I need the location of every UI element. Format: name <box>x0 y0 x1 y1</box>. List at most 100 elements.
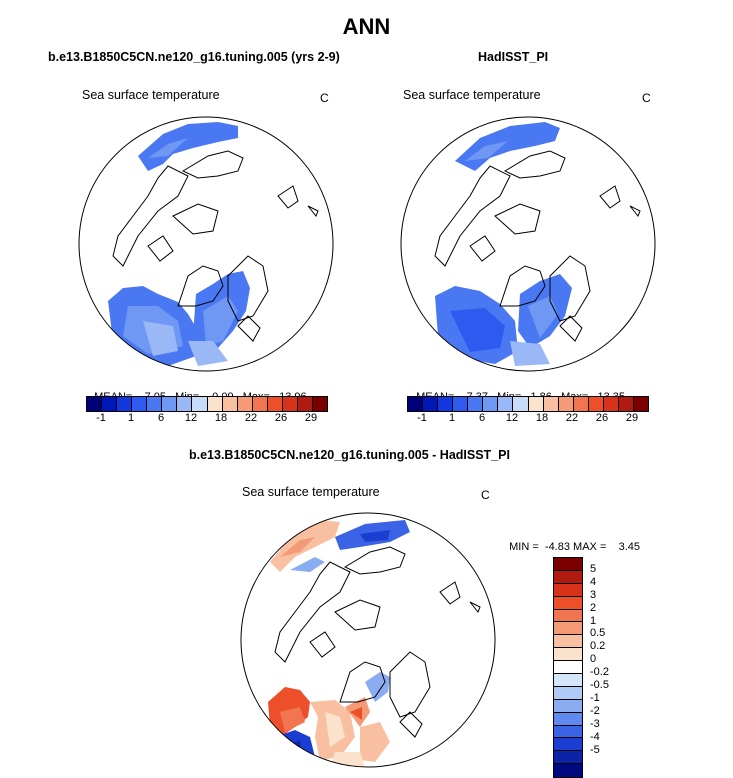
panel2-colorbar-cell <box>498 397 514 411</box>
panel1-colorbar-ticks: -1 1 6 12 18 22 26 29 <box>86 412 326 426</box>
panel3-colorbar-tick-label: -1 <box>590 691 600 704</box>
panel1-colorbar-cell <box>312 397 327 411</box>
panel1-colorbar-tick-label: 22 <box>244 412 258 424</box>
panel3-min-value: -4.83 <box>544 541 570 553</box>
panel2-colorbar-tick-label: 26 <box>595 412 609 424</box>
panel1-colorbar-cell <box>132 397 148 411</box>
panel1-colorbar-cell <box>252 397 268 411</box>
panel3-colorbar-tick-label: 0.5 <box>590 627 606 640</box>
panel2-colorbar-cell <box>528 397 544 411</box>
panel3-min-label: MIN = <box>509 541 539 553</box>
panel3-colorbar-tick-label: -5 <box>590 743 600 756</box>
panel2-colorbar-cell <box>453 397 469 411</box>
panel3-colorbar-cell <box>554 661 582 675</box>
panel3-max-value: 3.45 <box>618 541 641 553</box>
panel1-colorbar-cell <box>192 397 208 411</box>
panel3-colorbar-cell <box>554 596 582 610</box>
panel2-colorbar-tick-label: 6 <box>478 412 486 424</box>
panel3-units: C <box>481 488 490 502</box>
panel3-colorbar-ticks: 5 4 3 2 1 0.5 0.2 0 -0.2 -0.5 -1 -2 -3 -4 -5 <box>590 557 630 777</box>
panel1-colorbar-cell <box>267 397 283 411</box>
panel3-colorbar-cell <box>554 622 582 636</box>
panel2-colorbar-ticks: -1 1 6 12 18 22 26 29 <box>407 412 647 426</box>
panel1-map <box>78 116 334 372</box>
panel3-colorbar-tick-label: 0.2 <box>590 640 606 653</box>
panel3-colorbar-tick-label: 0 <box>590 653 597 666</box>
panel3-colorbar-cell <box>554 558 582 571</box>
panel2-colorbar-tick-label: 12 <box>505 412 519 424</box>
panel2-colorbar-cell <box>483 397 499 411</box>
panel2-subtitle: HadISST_PI <box>478 50 549 64</box>
panel3-stats: MIN = -4.83 MAX = 3.45 <box>503 529 640 553</box>
panel1-colorbar-cell <box>177 397 193 411</box>
panel2-colorbar-tick-label: -1 <box>417 412 427 424</box>
panel2-colorbar-cell <box>618 397 634 411</box>
panel3-colorbar-cell <box>554 712 582 726</box>
panel3-subtitle: b.e13.B1850C5CN.ne120_g16.tuning.005 - H… <box>189 448 510 462</box>
panel2-colorbar-cell <box>588 397 604 411</box>
panel3-colorbar-tick-label: 2 <box>590 601 597 614</box>
panel2-colorbar-tick-label: 18 <box>535 412 549 424</box>
panel3-field-name: Sea surface temperature <box>242 485 380 499</box>
main-title: ANN <box>342 14 391 39</box>
panel1-colorbar-cell <box>297 397 313 411</box>
panel2-colorbar-cell <box>543 397 559 411</box>
panel3-colorbar-tick-label: -2 <box>590 704 600 717</box>
panel3-colorbar <box>553 557 583 778</box>
panel3-colorbar-cell <box>554 635 582 649</box>
panel3-colorbar-cell <box>554 583 582 597</box>
panel1-subtitle: b.e13.B1850C5CN.ne120_g16.tuning.005 (yr… <box>48 50 340 64</box>
panel1-colorbar-cell <box>237 397 253 411</box>
panel1-colorbar <box>86 396 328 412</box>
panel2-field-name: Sea surface temperature <box>403 88 541 102</box>
panel2-colorbar-cell <box>513 397 529 411</box>
panel2-colorbar-cell <box>408 397 424 411</box>
panel2-map <box>400 116 656 372</box>
panel1-colorbar-cell <box>87 397 103 411</box>
panel3-colorbar-cell <box>554 764 582 778</box>
panel1-colorbar-cell <box>147 397 163 411</box>
panel1-colorbar-cell <box>282 397 298 411</box>
panel1-field-name: Sea surface temperature <box>82 88 220 102</box>
panel2-colorbar-tick-label: 29 <box>625 412 639 424</box>
panel3-colorbar-tick-label: 5 <box>590 562 597 575</box>
panel3-colorbar-tick-label: -4 <box>590 730 600 743</box>
panel1-colorbar-cell <box>117 397 133 411</box>
panel2-colorbar-cell <box>438 397 454 411</box>
panel3-colorbar-cell <box>554 686 582 700</box>
panel2-colorbar-tick-label: 22 <box>565 412 579 424</box>
panel2-colorbar-cell <box>558 397 574 411</box>
panel3-colorbar-cell <box>554 648 582 662</box>
panel3-colorbar-cell <box>554 699 582 713</box>
panel3-colorbar-tick-label: 3 <box>590 588 597 601</box>
panel1-colorbar-tick-label: 26 <box>274 412 288 424</box>
panel1-colorbar-tick-label: 12 <box>184 412 198 424</box>
panel2-colorbar-cell <box>423 397 439 411</box>
panel1-colorbar-cell <box>162 397 178 411</box>
panel3-colorbar-cell <box>554 570 582 584</box>
panel3-colorbar-cell <box>554 674 582 687</box>
panel3-colorbar-cell <box>554 751 582 765</box>
panel1-colorbar-tick-label: 18 <box>214 412 228 424</box>
panel3-colorbar-tick-label: 1 <box>590 614 597 627</box>
panel2-colorbar-cell <box>603 397 619 411</box>
panel3-colorbar-tick-label: -0.5 <box>590 679 609 691</box>
panel3-colorbar-tick-label: -3 <box>590 717 600 730</box>
panel2-colorbar <box>407 396 649 412</box>
panel1-colorbar-tick-label: 6 <box>157 412 165 424</box>
panel1-colorbar-cell <box>102 397 118 411</box>
panel1-colorbar-cell <box>207 397 223 411</box>
panel3-colorbar-tick-label: -0.2 <box>590 666 609 679</box>
panel1-colorbar-cell <box>222 397 238 411</box>
panel3-colorbar-cell <box>554 725 582 739</box>
panel3-map <box>240 512 496 768</box>
panel2-colorbar-cell <box>468 397 484 411</box>
panel2-colorbar-tick-label: 1 <box>448 412 456 424</box>
panel1-colorbar-tick-label: 29 <box>304 412 318 424</box>
panel1-colorbar-tick-label: 1 <box>127 412 135 424</box>
panel2-colorbar-cell <box>633 397 648 411</box>
panel2-units: C <box>642 91 651 105</box>
panel3-colorbar-cell <box>554 609 582 623</box>
panel3-colorbar-tick-label: 4 <box>590 575 597 588</box>
panel1-units: C <box>320 91 329 105</box>
